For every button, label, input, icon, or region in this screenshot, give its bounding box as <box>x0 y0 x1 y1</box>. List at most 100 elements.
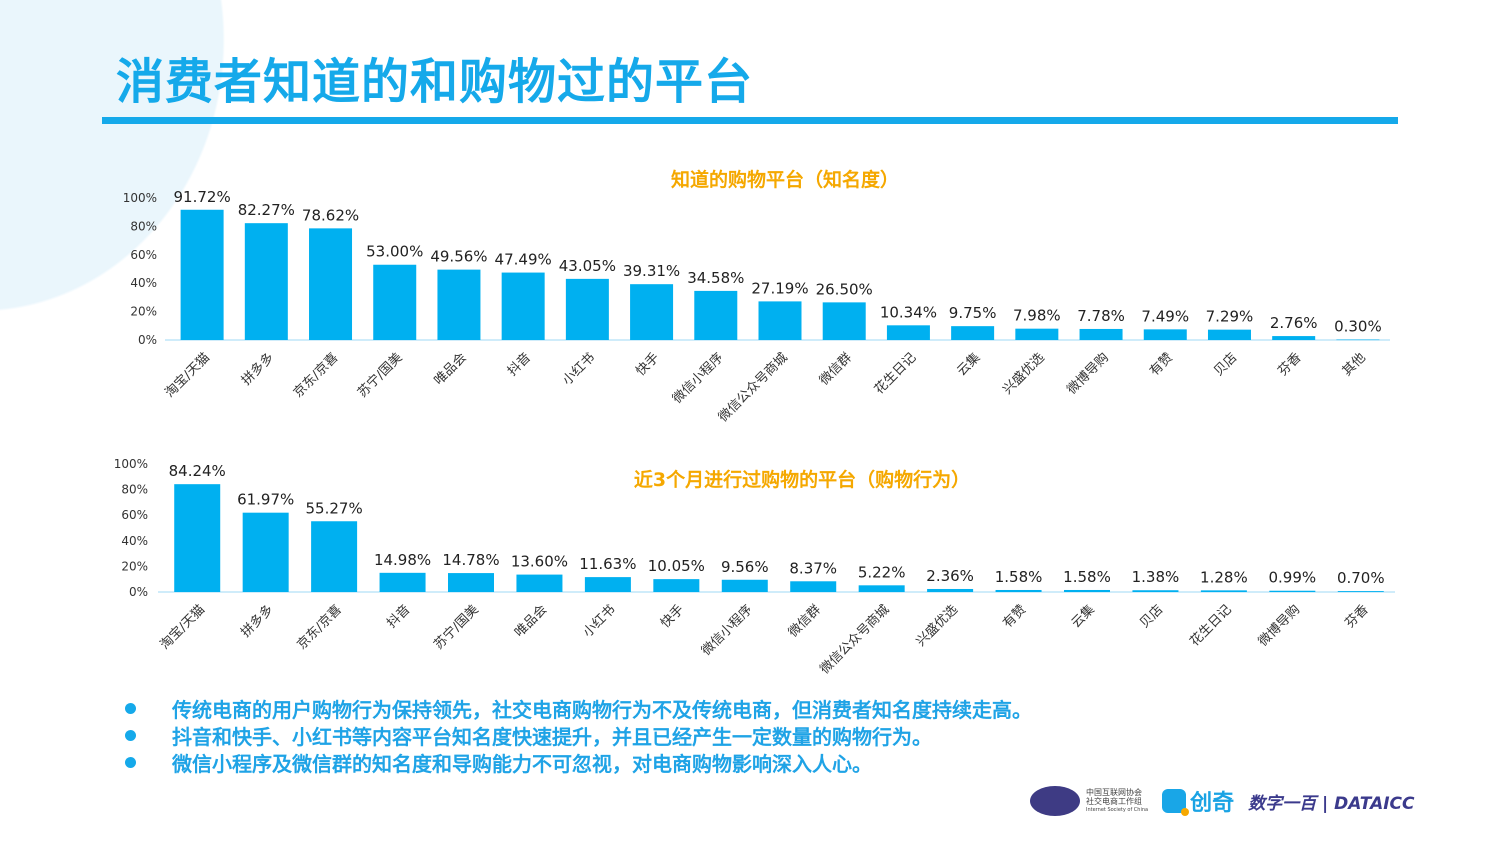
x-tick-label: 云集 <box>1068 602 1098 632</box>
bar <box>886 325 930 340</box>
chuangqi-text: 创奇 <box>1190 791 1235 816</box>
title-divider <box>102 117 1398 124</box>
data-label: 2.76% <box>1270 314 1318 332</box>
bar <box>653 579 700 592</box>
x-tick-label: 芬香 <box>1343 602 1372 631</box>
x-tick-label: 其他 <box>1340 350 1369 379</box>
bar <box>1079 328 1123 340</box>
data-label: 27.19% <box>751 279 808 297</box>
chuangqi-logo: 创奇 <box>1162 785 1234 817</box>
x-tick-label: 有赞 <box>1000 602 1029 631</box>
isc-emblem <box>1030 786 1080 816</box>
bar <box>1272 336 1316 340</box>
x-tick-label: 花生日记 <box>1187 602 1235 650</box>
data-label: 2.36% <box>926 567 974 585</box>
y-tick-label: 80% <box>121 483 148 497</box>
dataicc-logo: 数字一百 | DATAICC <box>1248 793 1415 814</box>
chart-title: 近3个月进行过购物的平台（购物行为） <box>634 468 970 491</box>
data-label: 14.98% <box>374 551 431 569</box>
bar <box>858 585 905 592</box>
data-label: 5.22% <box>858 563 906 581</box>
bar <box>309 228 353 340</box>
data-label: 1.28% <box>1200 568 1248 586</box>
bar <box>1269 590 1316 592</box>
y-tick-label: 100% <box>114 457 148 471</box>
data-label: 55.27% <box>306 499 363 517</box>
x-tick-label: 淘宝/天猫 <box>162 350 212 400</box>
x-tick-label: 快手 <box>658 602 687 631</box>
x-tick-label: 苏宁/国美 <box>431 602 482 653</box>
x-tick-label: 微信公众号商城 <box>818 602 893 677</box>
bar <box>927 588 974 592</box>
x-tick-label: 抖音 <box>384 602 414 632</box>
bullet-item: 传统电商的用户购物行为保持领先，社交电商购物行为不及传统电商，但消费者知名度持续… <box>125 695 1032 722</box>
data-label: 34.58% <box>687 269 744 287</box>
x-tick-label: 微博导购 <box>1064 350 1112 398</box>
isc-logo: 中国互联网协会 社交电商工作组 Internet Society of Chin… <box>1030 786 1148 816</box>
bar <box>758 301 802 340</box>
x-tick-label: 贝店 <box>1211 350 1240 379</box>
bar <box>584 577 631 592</box>
data-label: 9.56% <box>721 558 769 576</box>
x-tick-label: 芬香 <box>1276 350 1305 379</box>
x-tick-label: 快手 <box>633 350 662 379</box>
data-label: 49.56% <box>430 248 487 266</box>
data-label: 7.49% <box>1141 307 1189 325</box>
bar <box>174 484 221 592</box>
bar <box>721 579 768 592</box>
x-tick-label: 微博导购 <box>1255 602 1303 650</box>
data-label: 26.50% <box>816 280 873 298</box>
data-label: 61.97% <box>237 491 294 509</box>
x-tick-label: 贝店 <box>1137 602 1166 631</box>
bar <box>180 209 224 340</box>
bar <box>822 302 866 340</box>
bullet-list: 传统电商的用户购物行为保持领先，社交电商购物行为不及传统电商，但消费者知名度持续… <box>125 695 1032 776</box>
x-tick-label: 拼多多 <box>238 350 277 389</box>
data-label: 1.58% <box>1063 568 1111 586</box>
bullet-text: 传统电商的用户购物行为保持领先，社交电商购物行为不及传统电商，但消费者知名度持续… <box>172 698 1032 722</box>
x-tick-label: 兴盛优选 <box>1000 350 1047 397</box>
y-tick-label: 60% <box>130 248 157 262</box>
x-tick-label: 拼多多 <box>238 602 277 641</box>
data-label: 0.30% <box>1334 318 1382 336</box>
bullet-item: 微信小程序及微信群的知名度和导购能力不可忽视，对电商购物影响深入人心。 <box>125 749 1032 776</box>
bar <box>501 272 545 340</box>
data-label: 47.49% <box>495 251 552 269</box>
isc-name-en: Internet Society of China <box>1086 806 1149 813</box>
y-tick-label: 0% <box>138 333 157 347</box>
bar <box>311 521 358 592</box>
data-label: 9.75% <box>949 304 997 322</box>
x-tick-label: 小红书 <box>580 602 619 641</box>
data-label: 91.72% <box>174 188 231 206</box>
data-label: 1.58% <box>995 568 1043 586</box>
page-title: 消费者知道的和购物过的平台 <box>116 54 754 110</box>
data-label: 0.70% <box>1337 569 1385 587</box>
data-label: 14.78% <box>442 551 499 569</box>
data-label: 43.05% <box>559 257 616 275</box>
data-label: 84.24% <box>169 462 226 480</box>
isc-name-line1: 中国互联网协会 <box>1086 787 1142 797</box>
bar <box>630 284 674 340</box>
bar <box>565 278 609 340</box>
data-label: 7.29% <box>1206 308 1254 326</box>
bar <box>373 264 417 340</box>
data-label: 78.62% <box>302 206 359 224</box>
bar <box>1143 329 1187 340</box>
bullet-dot <box>125 730 136 741</box>
y-tick-label: 100% <box>123 191 157 205</box>
data-label: 10.05% <box>648 557 705 575</box>
footer-logos: 中国互联网协会 社交电商工作组 Internet Society of Chin… <box>1030 785 1415 817</box>
data-label: 39.31% <box>623 262 680 280</box>
bullet-dot <box>125 703 136 714</box>
bar <box>1207 329 1251 340</box>
bar <box>1200 590 1247 592</box>
x-tick-label: 京东/京喜 <box>291 350 341 400</box>
bullet-dot <box>125 757 136 768</box>
data-label: 0.99% <box>1269 569 1317 587</box>
data-label: 82.27% <box>238 201 295 219</box>
isc-name-line2: 社交电商工作组 <box>1086 796 1142 806</box>
data-label: 10.34% <box>880 303 937 321</box>
data-label: 7.78% <box>1077 307 1125 325</box>
x-tick-label: 微信小程序 <box>699 602 756 659</box>
